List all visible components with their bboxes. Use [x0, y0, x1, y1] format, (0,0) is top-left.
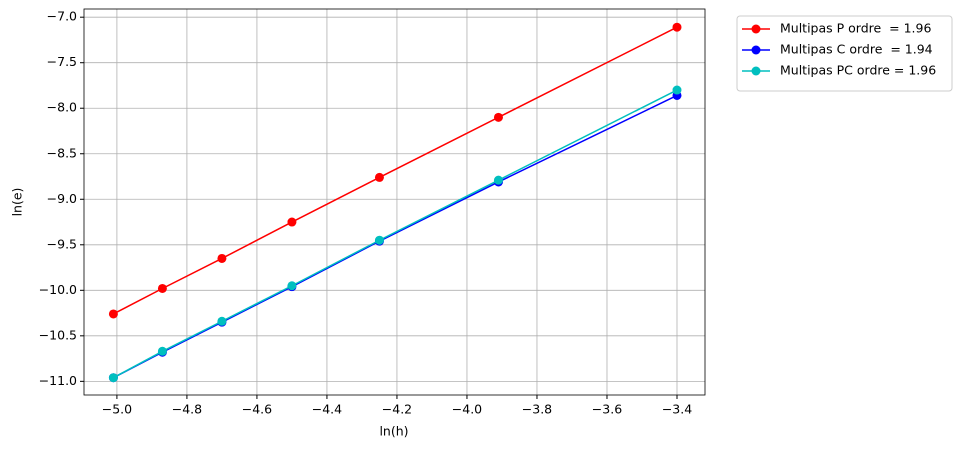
legend-label: Multipas P ordre = 1.96 [780, 21, 931, 36]
x-tick-label: −4.4 [312, 402, 342, 417]
plot-frame [83, 8, 706, 396]
y-axis-label: ln(e) [10, 188, 25, 217]
y-tick-label: −9.5 [47, 236, 77, 251]
point [108, 309, 118, 319]
x-tick-label: −3.4 [662, 402, 692, 417]
x-tick-label: −4.8 [172, 402, 202, 417]
point [157, 346, 167, 356]
x-tick-label: −3.6 [592, 402, 622, 417]
x-tick-label: −4.2 [382, 402, 412, 417]
point [672, 85, 682, 95]
point [217, 316, 227, 326]
y-tick-label: −7.0 [47, 9, 77, 24]
point [493, 175, 503, 185]
legend-box [736, 15, 953, 92]
series-line [113, 94, 678, 379]
point [217, 253, 227, 263]
point [157, 283, 167, 293]
legend-marker [751, 45, 761, 55]
y-tick-label: −8.5 [47, 145, 77, 160]
y-tick-label: −10.0 [39, 282, 77, 297]
x-tick-label: −3.8 [522, 402, 552, 417]
legend-marker [751, 24, 761, 34]
point [108, 373, 118, 383]
x-tick-label: −4.0 [452, 402, 482, 417]
point [374, 235, 384, 245]
point [287, 217, 297, 227]
y-tick-label: −10.5 [39, 327, 77, 342]
point [493, 112, 503, 122]
point [287, 281, 297, 291]
x-axis-label: ln(h) [379, 424, 408, 439]
y-tick-label: −8.0 [47, 100, 77, 115]
point [672, 22, 682, 32]
legend-label: Multipas C ordre = 1.94 [780, 42, 933, 57]
legend-label: Multipas PC ordre = 1.96 [780, 63, 936, 78]
y-tick-label: −9.0 [47, 191, 77, 206]
y-tick-label: −11.0 [39, 373, 77, 388]
legend-marker [751, 66, 761, 76]
series-line [113, 26, 678, 315]
y-tick-label: −7.5 [47, 54, 77, 69]
point [374, 172, 384, 182]
x-tick-label: −5.0 [102, 402, 132, 417]
x-tick-label: −4.6 [242, 402, 272, 417]
